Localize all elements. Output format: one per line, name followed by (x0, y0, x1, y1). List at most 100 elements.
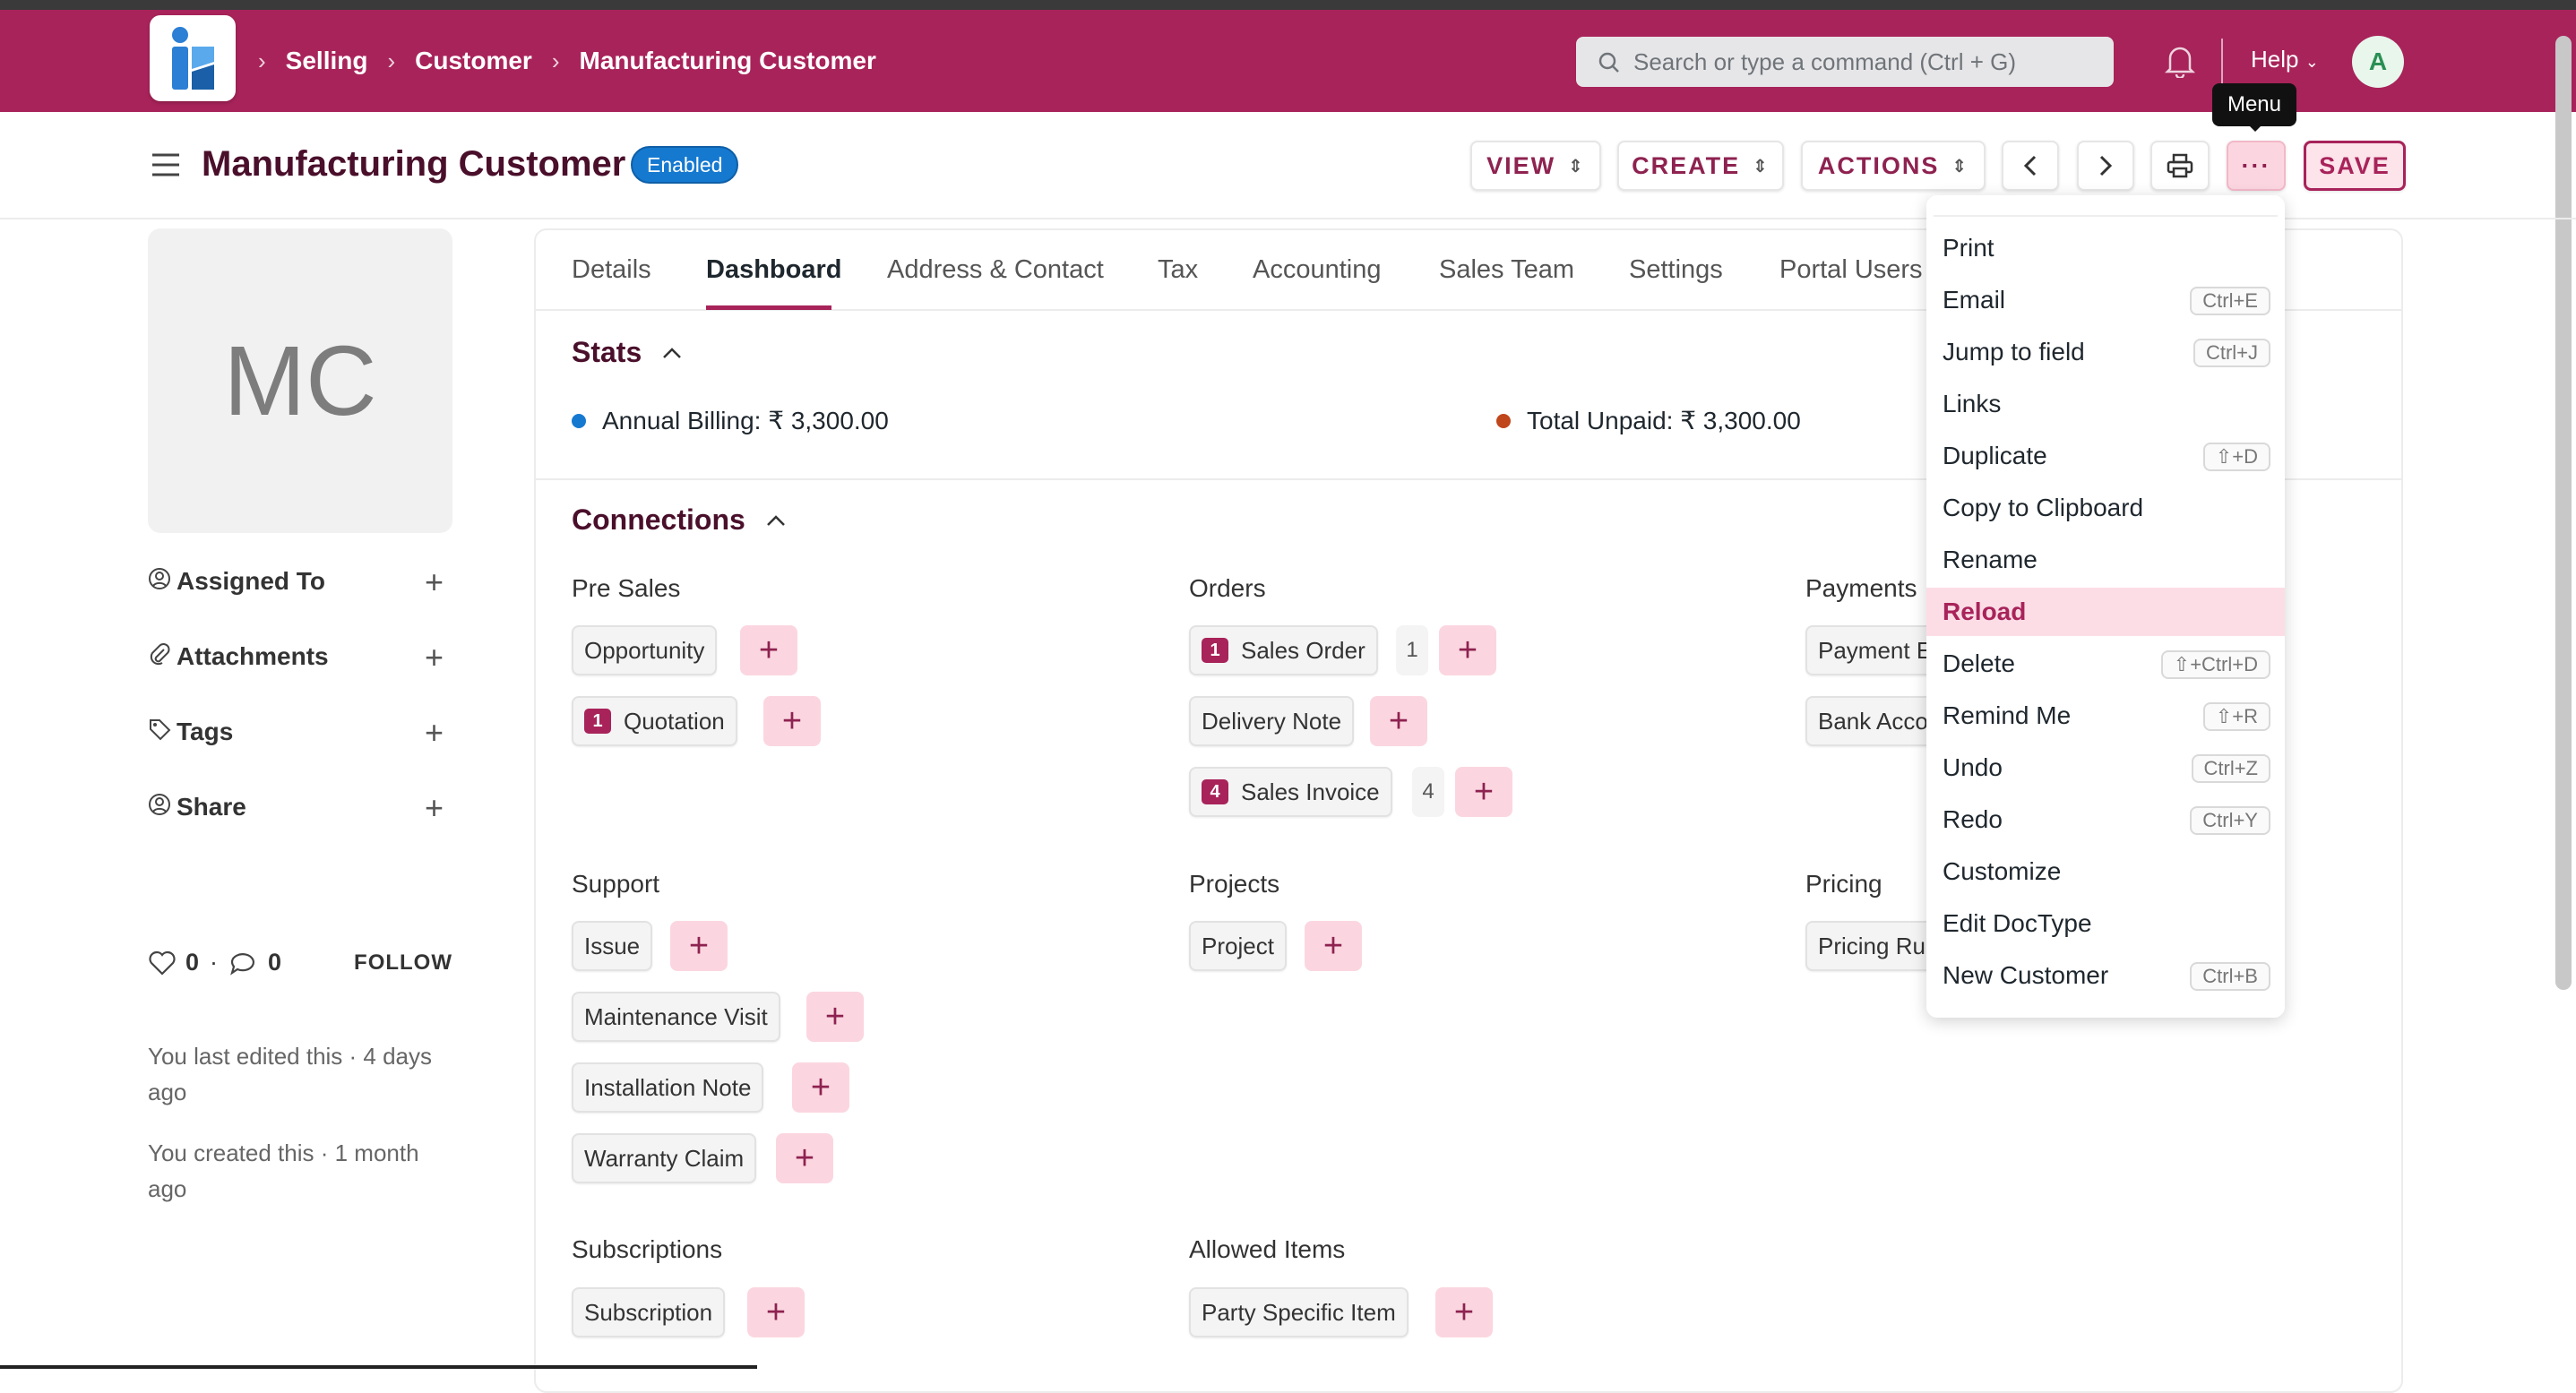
breadcrumb-selling[interactable]: Selling (285, 47, 368, 74)
active-tab-indicator (706, 305, 831, 310)
add-share-icon[interactable]: + (424, 789, 444, 826)
menu-item-reload[interactable]: Reload (1926, 588, 2285, 636)
menu-item-print[interactable]: Print (1926, 224, 2285, 272)
chip-label: Quotation (624, 707, 725, 735)
add-maintenance-visit-button[interactable]: + (806, 992, 864, 1042)
add-issue-button[interactable]: + (670, 921, 728, 971)
link-subscription[interactable]: Subscription (572, 1287, 726, 1337)
chevron-left-icon (2023, 155, 2037, 176)
tab-bar: Details Dashboard Address & Contact Tax … (536, 230, 2401, 311)
tab-details[interactable]: Details (572, 255, 651, 284)
menu-item-jump-to-field[interactable]: Jump to field Ctrl+J (1926, 328, 2285, 376)
add-attachment-icon[interactable]: + (424, 639, 444, 675)
menu-item-redo[interactable]: Redo Ctrl+Y (1926, 795, 2285, 844)
menu-item-label: Edit DocType (1943, 909, 2092, 937)
link-party-specific-item[interactable]: Party Specific Item (1189, 1287, 1409, 1337)
add-opportunity-button[interactable]: + (740, 625, 797, 675)
stats-section-toggle[interactable]: Stats (572, 336, 683, 369)
shortcut-hint: Ctrl+Y (2190, 806, 2270, 835)
tab-accounting[interactable]: Accounting (1253, 255, 1382, 284)
link-sales-order[interactable]: 1 Sales Order (1189, 625, 1378, 675)
user-avatar[interactable]: A (2352, 36, 2404, 88)
add-tag-icon[interactable]: + (424, 714, 444, 751)
group-support: Support (572, 870, 660, 898)
customer-image-placeholder[interactable]: MC (148, 228, 452, 533)
sidebar-assigned-to[interactable]: Assigned To + (148, 563, 452, 600)
next-record-button[interactable] (2077, 141, 2134, 191)
add-sales-order-button[interactable]: + (1439, 625, 1496, 675)
breadcrumb-customer[interactable]: Customer (415, 47, 532, 74)
link-maintenance-visit[interactable]: Maintenance Visit (572, 992, 780, 1042)
add-sales-invoice-button[interactable]: + (1455, 767, 1512, 817)
menu-item-customize[interactable]: Customize (1926, 847, 2285, 896)
search-input[interactable]: Search or type a command (Ctrl + G) (1576, 37, 2114, 87)
tab-settings[interactable]: Settings (1629, 255, 1723, 284)
menu-item-new-customer[interactable]: New Customer Ctrl+B (1926, 951, 2285, 1000)
connections-section-toggle[interactable]: Connections (572, 503, 787, 537)
previous-record-button[interactable] (2002, 141, 2059, 191)
menu-item-label: Links (1943, 390, 2002, 417)
total-unpaid-stat: Total Unpaid: ₹ 3,300.00 (1496, 406, 1801, 435)
sidebar-tags[interactable]: Tags + (148, 714, 452, 751)
follow-button[interactable]: FOLLOW (354, 950, 452, 975)
tab-portal-users[interactable]: Portal Users (1779, 255, 1923, 284)
actions-button[interactable]: ACTIONS ⇕ (1801, 141, 1986, 191)
updown-icon: ⇕ (1568, 156, 1585, 176)
add-delivery-note-button[interactable]: + (1370, 696, 1427, 746)
add-assignment-icon[interactable]: + (424, 563, 444, 600)
print-button[interactable] (2150, 141, 2210, 191)
hamburger-icon[interactable] (151, 151, 181, 178)
menu-item-links[interactable]: Links (1926, 380, 2285, 428)
menu-item-email[interactable]: Email Ctrl+E (1926, 276, 2285, 324)
updown-icon: ⇕ (1753, 156, 1770, 176)
sidebar-attachments[interactable]: Attachments + (148, 639, 452, 675)
chevron-right-icon: › (551, 47, 560, 74)
tab-sales-team[interactable]: Sales Team (1439, 255, 1574, 284)
bell-icon[interactable] (2165, 44, 2195, 78)
link-delivery-note[interactable]: Delivery Note (1189, 696, 1355, 746)
tab-tax[interactable]: Tax (1158, 255, 1199, 284)
menu-item-label: Duplicate (1943, 442, 2047, 469)
link-opportunity[interactable]: Opportunity (572, 625, 718, 675)
menu-item-label: Undo (1943, 753, 2003, 781)
link-sales-invoice[interactable]: 4 Sales Invoice (1189, 767, 1392, 817)
link-project[interactable]: Project (1189, 921, 1287, 971)
chevron-right-icon: › (258, 47, 266, 74)
menu-item-rename[interactable]: Rename (1926, 536, 2285, 584)
add-party-specific-item-button[interactable]: + (1435, 1287, 1493, 1337)
link-quotation[interactable]: 1 Quotation (572, 696, 737, 746)
add-project-button[interactable]: + (1305, 921, 1362, 971)
tab-dashboard[interactable]: Dashboard (706, 255, 842, 284)
chip-label: Delivery Note (1202, 707, 1342, 735)
shortcut-hint: Ctrl+B (2190, 962, 2270, 991)
menu-item-remind-me[interactable]: Remind Me ⇧+R (1926, 692, 2285, 740)
menu-item-duplicate[interactable]: Duplicate ⇧+D (1926, 432, 2285, 480)
page-scrollbar[interactable] (2555, 36, 2572, 990)
chip-label: Sales Invoice (1241, 778, 1380, 805)
save-button[interactable]: SAVE (2304, 141, 2406, 191)
menu-item-copy-to-clipboard[interactable]: Copy to Clipboard (1926, 484, 2285, 532)
breadcrumb-current[interactable]: Manufacturing Customer (579, 47, 876, 74)
view-button[interactable]: VIEW ⇕ (1470, 141, 1601, 191)
tab-address-contact[interactable]: Address & Contact (887, 255, 1104, 284)
chevron-right-icon (2099, 155, 2113, 176)
sidebar-share[interactable]: Share + (148, 789, 452, 826)
group-subscriptions: Subscriptions (572, 1235, 723, 1263)
add-quotation-button[interactable]: + (763, 696, 821, 746)
menu-item-edit-doctype[interactable]: Edit DocType (1926, 899, 2285, 948)
link-warranty-claim[interactable]: Warranty Claim (572, 1133, 757, 1183)
app-logo[interactable] (150, 15, 236, 101)
link-installation-note[interactable]: Installation Note (572, 1062, 764, 1113)
create-button[interactable]: CREATE ⇕ (1617, 141, 1784, 191)
menu-item-undo[interactable]: Undo Ctrl+Z (1926, 744, 2285, 792)
created-text: You created this · 1 month ago (148, 1139, 419, 1202)
heart-icon[interactable] (148, 950, 177, 976)
help-dropdown[interactable]: Help ⌄ (2251, 46, 2319, 73)
menu-item-delete[interactable]: Delete ⇧+Ctrl+D (1926, 640, 2285, 688)
add-warranty-claim-button[interactable]: + (776, 1133, 833, 1183)
add-subscription-button[interactable]: + (747, 1287, 805, 1337)
link-issue[interactable]: Issue (572, 921, 653, 971)
menu-button[interactable]: ··· (2227, 141, 2286, 191)
comment-icon[interactable] (228, 950, 257, 976)
add-installation-note-button[interactable]: + (792, 1062, 849, 1113)
